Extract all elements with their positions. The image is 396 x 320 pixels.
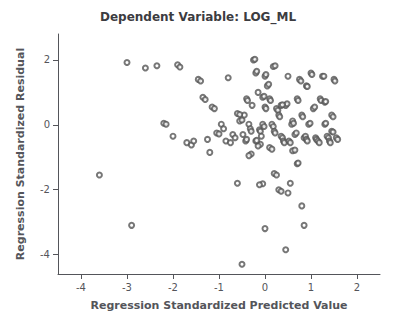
svg-text:-4: -4 [40,249,50,260]
svg-text:2: 2 [354,282,360,293]
svg-text:2: 2 [44,54,50,65]
svg-text:0: 0 [44,119,50,130]
svg-text:Dependent Variable: LOG_ML: Dependent Variable: LOG_ML [100,10,296,25]
svg-text:Regression Standardized Predic: Regression Standardized Predicted Value [90,299,347,312]
svg-text:-4: -4 [76,282,86,293]
svg-text:0: 0 [262,282,268,293]
svg-text:-2: -2 [40,184,50,195]
svg-text:-3: -3 [122,282,132,293]
svg-text:-1: -1 [214,282,224,293]
svg-text:1: 1 [308,282,314,293]
svg-text:Regression Standardized Residu: Regression Standardized Residual [14,48,27,260]
svg-text:-2: -2 [168,282,178,293]
